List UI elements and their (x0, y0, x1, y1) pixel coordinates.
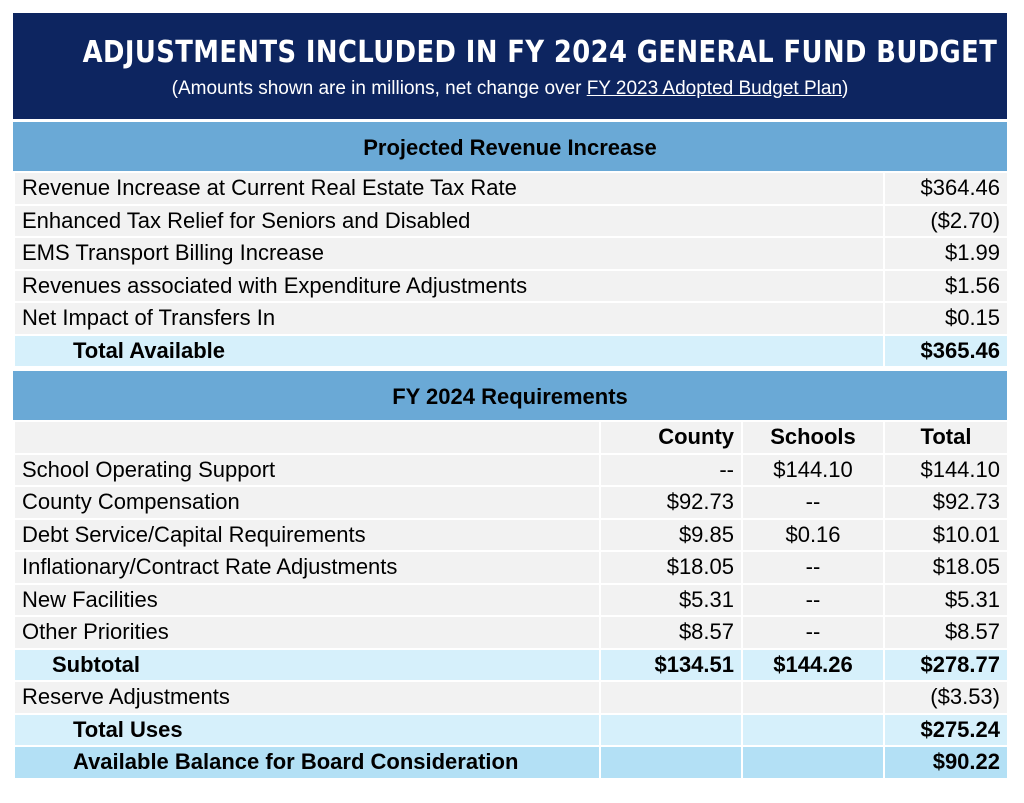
reserve-row: Reserve Adjustments ($3.53) (13, 680, 1009, 715)
row-label: Revenues associated with Expenditure Adj… (12, 268, 886, 303)
row-schools: -- (741, 615, 885, 650)
subtitle-prefix: (Amounts shown are in millions, net chan… (171, 78, 587, 99)
total-available-row: Total Available $365.46 (12, 333, 1010, 368)
reserve-label: Reserve Adjustments (13, 680, 601, 715)
total-uses-value: $275.24 (883, 712, 1009, 747)
reserve-county (599, 680, 743, 715)
total-uses-schools (741, 712, 885, 747)
row-label: Debt Service/Capital Requirements (13, 517, 601, 552)
available-balance-row: Available Balance for Board Consideratio… (13, 745, 1009, 780)
requirements-table: County Schools Total School Operating Su… (13, 420, 1009, 780)
table-row: Debt Service/Capital Requirements $9.85 … (13, 517, 1009, 552)
row-total: $1.56 (883, 268, 1010, 303)
revenue-table: Revenue Increase at Current Real Estate … (12, 171, 1010, 368)
reserve-schools (741, 680, 885, 715)
total-available-label: Total Available (12, 333, 886, 368)
row-county: $8.57 (599, 615, 743, 650)
requirements-section-heading: FY 2024 Requirements (13, 368, 1007, 420)
column-header-blank (13, 420, 601, 455)
row-county: -- (599, 452, 743, 487)
subtitle-suffix: ) (842, 78, 849, 99)
row-total: $0.15 (883, 301, 1010, 336)
available-balance-value: $90.22 (883, 745, 1009, 780)
revenue-section-heading: Projected Revenue Increase (13, 119, 1007, 171)
table-row: Inflationary/Contract Rate Adjustments $… (13, 550, 1009, 585)
subtotal-row: Subtotal $134.51 $144.26 $278.77 (13, 647, 1009, 682)
page-title: ADJUSTMENTS INCLUDED IN FY 2024 GENERAL … (82, 35, 998, 70)
row-total: $18.05 (883, 550, 1009, 585)
table-row: Revenue Increase at Current Real Estate … (12, 171, 1010, 206)
table-row: Net Impact of Transfers In $0.15 (12, 301, 1010, 336)
column-header-schools: Schools (741, 420, 885, 455)
row-county: $9.85 (599, 517, 743, 552)
total-available-value: $365.46 (883, 333, 1010, 368)
subtotal-total: $278.77 (883, 647, 1009, 682)
row-total: $10.01 (883, 517, 1009, 552)
row-label: Revenue Increase at Current Real Estate … (12, 171, 886, 206)
title-banner: ADJUSTMENTS INCLUDED IN FY 2024 GENERAL … (13, 13, 1007, 119)
row-total: $8.57 (883, 615, 1009, 650)
row-label: Net Impact of Transfers In (12, 301, 886, 336)
subtotal-county: $134.51 (599, 647, 743, 682)
column-header-county: County (599, 420, 743, 455)
row-total: ($2.70) (883, 203, 1010, 238)
row-schools: $144.10 (741, 452, 885, 487)
subtotal-label: Subtotal (13, 647, 601, 682)
row-label: New Facilities (13, 582, 601, 617)
subtotal-schools: $144.26 (741, 647, 885, 682)
row-label: School Operating Support (13, 452, 601, 487)
column-header-row: County Schools Total (13, 420, 1009, 455)
reserve-total: ($3.53) (883, 680, 1009, 715)
row-total: $144.10 (883, 452, 1009, 487)
table-row: Revenues associated with Expenditure Adj… (12, 268, 1010, 303)
page-subtitle: (Amounts shown are in millions, net chan… (13, 78, 1007, 100)
table-row: School Operating Support -- $144.10 $144… (13, 452, 1009, 487)
row-label: EMS Transport Billing Increase (12, 236, 886, 271)
available-balance-county (599, 745, 743, 780)
row-total: $92.73 (883, 485, 1009, 520)
total-uses-county (599, 712, 743, 747)
column-header-total: Total (883, 420, 1009, 455)
row-schools: -- (741, 485, 885, 520)
row-total: $5.31 (883, 582, 1009, 617)
row-county: $18.05 (599, 550, 743, 585)
row-label: County Compensation (13, 485, 601, 520)
budget-adjustments-table: ADJUSTMENTS INCLUDED IN FY 2024 GENERAL … (12, 13, 1010, 780)
row-county: $5.31 (599, 582, 743, 617)
row-total: $364.46 (883, 171, 1010, 206)
total-uses-label: Total Uses (13, 712, 601, 747)
table-row: Other Priorities $8.57 -- $8.57 (13, 615, 1009, 650)
total-uses-row: Total Uses $275.24 (13, 712, 1009, 747)
row-total: $1.99 (883, 236, 1010, 271)
available-balance-label: Available Balance for Board Consideratio… (13, 745, 601, 780)
row-schools: -- (741, 582, 885, 617)
row-label: Enhanced Tax Relief for Seniors and Disa… (12, 203, 886, 238)
table-row: Enhanced Tax Relief for Seniors and Disa… (12, 203, 1010, 238)
table-row: New Facilities $5.31 -- $5.31 (13, 582, 1009, 617)
row-schools: $0.16 (741, 517, 885, 552)
row-label: Inflationary/Contract Rate Adjustments (13, 550, 601, 585)
row-schools: -- (741, 550, 885, 585)
row-label: Other Priorities (13, 615, 601, 650)
table-row: EMS Transport Billing Increase $1.99 (12, 236, 1010, 271)
row-county: $92.73 (599, 485, 743, 520)
available-balance-schools (741, 745, 885, 780)
table-row: County Compensation $92.73 -- $92.73 (13, 485, 1009, 520)
subtitle-link[interactable]: FY 2023 Adopted Budget Plan (586, 78, 843, 99)
